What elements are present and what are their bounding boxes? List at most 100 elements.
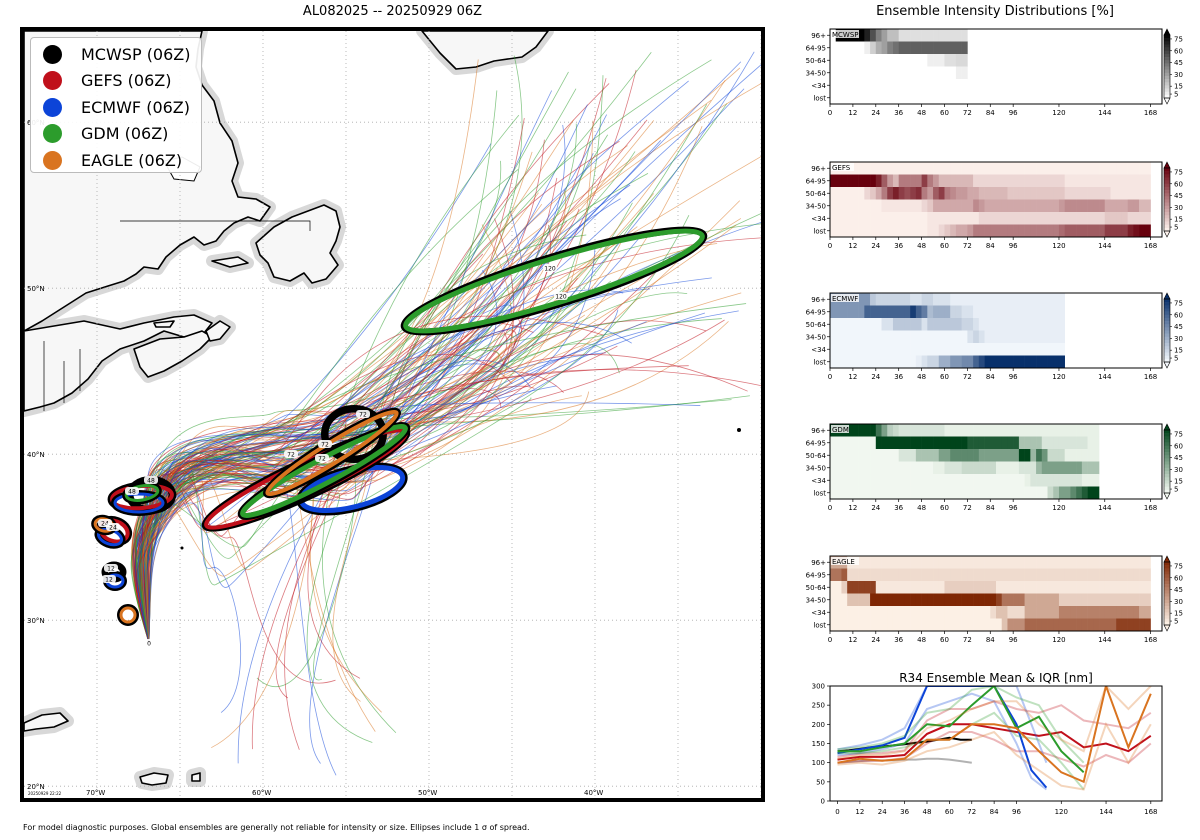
colorbar-segment bbox=[1164, 599, 1170, 604]
heatmap-cell bbox=[1081, 581, 1088, 594]
heatmap-cell bbox=[875, 41, 882, 55]
heatmap-cell bbox=[944, 54, 951, 67]
heatmap-cell bbox=[1139, 162, 1146, 175]
heatmap-cell bbox=[927, 91, 934, 105]
heatmap-cell bbox=[847, 486, 854, 500]
heatmap-cell bbox=[864, 330, 871, 344]
heatmap-cell bbox=[933, 343, 940, 356]
heatmap-cell bbox=[1058, 212, 1065, 225]
heatmap-cell bbox=[887, 556, 894, 569]
heatmap-cell bbox=[1047, 568, 1054, 582]
heatmap-cell bbox=[984, 556, 991, 569]
heatmap-cell bbox=[841, 449, 848, 462]
heatmap-cell bbox=[1076, 162, 1083, 175]
heatmap-cell bbox=[870, 224, 877, 238]
heatmap-cell bbox=[875, 305, 882, 319]
heatmap-cell bbox=[1139, 618, 1146, 632]
row-label: <34 bbox=[811, 477, 826, 485]
heatmap-cell bbox=[967, 293, 974, 306]
heatmap-cell bbox=[927, 461, 934, 475]
heatmap-cell bbox=[898, 449, 905, 462]
heatmap-cell bbox=[933, 474, 940, 487]
heatmap-cell bbox=[961, 305, 968, 319]
heatmap-cell bbox=[1110, 174, 1117, 188]
heatmap-cell bbox=[864, 174, 871, 188]
heatmap-cell bbox=[1093, 199, 1100, 213]
panel-label-bg bbox=[831, 557, 859, 565]
heatmap-cell bbox=[1047, 212, 1054, 225]
heatmap-cell bbox=[1036, 355, 1043, 369]
heatmap-cell bbox=[875, 330, 882, 344]
heatmap-cell bbox=[875, 436, 882, 450]
heatmap-cell bbox=[927, 618, 934, 632]
heatmap-cell bbox=[892, 212, 899, 225]
legend-label: MCWSP (06Z) bbox=[81, 44, 191, 64]
heatmap-cell bbox=[887, 355, 894, 369]
heatmap-cell bbox=[915, 424, 922, 437]
heatmap-cell bbox=[921, 436, 928, 450]
heatmap-cell bbox=[938, 461, 945, 475]
heatmap-cell bbox=[881, 486, 888, 500]
x-tick-label: 72 bbox=[963, 504, 972, 512]
heatmap-cell bbox=[933, 162, 940, 175]
heatmap-cell bbox=[1127, 606, 1134, 619]
heatmap-cell bbox=[915, 293, 922, 306]
heatmap-cell bbox=[1116, 556, 1123, 569]
heatmap-cell bbox=[1018, 212, 1025, 225]
heatmap-cell bbox=[835, 330, 842, 344]
r34-title: R34 Ensemble Mean & IQR [nm] bbox=[899, 671, 1093, 685]
heatmap-cell bbox=[1013, 486, 1020, 500]
heatmap-cell bbox=[904, 568, 911, 582]
r34-series-eagle bbox=[837, 686, 1152, 791]
heatmap-cell bbox=[1007, 293, 1014, 306]
r34-iqr-high-line bbox=[837, 700, 1152, 758]
heatmap-cell bbox=[1058, 606, 1065, 619]
heatmap-cell bbox=[1093, 449, 1100, 462]
heatmap-cell bbox=[1053, 293, 1060, 306]
heatmap-cell bbox=[864, 449, 871, 462]
heatmap-cell bbox=[830, 330, 837, 344]
heatmap-cell bbox=[1127, 568, 1134, 582]
colorbar-extend-top-icon bbox=[1163, 28, 1171, 36]
heatmap-cell bbox=[910, 224, 917, 238]
colorbar-segment bbox=[1164, 355, 1170, 360]
heatmap-cell bbox=[1007, 424, 1014, 437]
x-tick-label: 84 bbox=[986, 504, 995, 512]
heatmap-cell bbox=[875, 343, 882, 356]
heatmap-cell bbox=[1024, 486, 1031, 500]
heatmap-cell bbox=[875, 461, 882, 475]
heatmap-cell bbox=[915, 449, 922, 462]
heatmap-cell bbox=[1081, 568, 1088, 582]
heatmap-cell bbox=[887, 606, 894, 619]
heatmap-cell bbox=[830, 79, 837, 92]
ensemble-track bbox=[148, 312, 706, 644]
forecast-hour-label: 120 bbox=[555, 294, 567, 301]
heatmap-cell bbox=[1018, 224, 1025, 238]
heatmap-cell bbox=[1116, 581, 1123, 594]
heatmap-cell bbox=[1024, 199, 1031, 213]
heatmap-cell bbox=[1064, 618, 1071, 632]
heatmap-cell bbox=[944, 593, 951, 607]
colorbar-tick-label: 5 bbox=[1174, 224, 1178, 232]
heatmap-cell bbox=[1053, 212, 1060, 225]
heatmap-cell bbox=[961, 355, 968, 369]
heatmap-cell bbox=[950, 174, 957, 188]
heatmap-cell bbox=[921, 486, 928, 500]
heatmap-cell bbox=[1036, 436, 1043, 450]
colorbar-segment bbox=[1164, 44, 1170, 48]
heatmap-cell bbox=[910, 343, 917, 356]
heatmap-cell bbox=[864, 568, 871, 582]
heatmap-cell bbox=[1133, 568, 1140, 582]
heatmap-cell bbox=[904, 293, 911, 306]
colorbar-segment bbox=[1164, 327, 1170, 331]
heatmap-cell bbox=[1018, 174, 1025, 188]
x-tick-label: 48 bbox=[917, 636, 926, 644]
heatmap-cell bbox=[1053, 556, 1060, 569]
forecast-hour-label: 72 bbox=[318, 456, 326, 463]
heatmap-cell bbox=[852, 66, 859, 80]
heatmap-cell bbox=[973, 162, 980, 175]
heatmap-cell bbox=[990, 556, 997, 569]
heatmap-cell bbox=[944, 224, 951, 238]
heatmap-cell bbox=[881, 343, 888, 356]
